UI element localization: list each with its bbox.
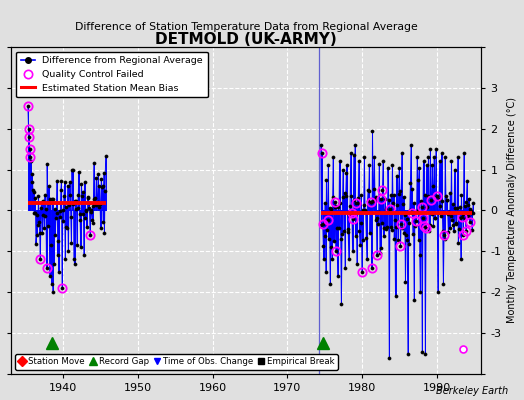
Text: Difference of Station Temperature Data from Regional Average: Difference of Station Temperature Data f…: [75, 22, 418, 32]
Y-axis label: Monthly Temperature Anomaly Difference (°C): Monthly Temperature Anomaly Difference (…: [507, 98, 517, 324]
Title: DETMOLD (UK-ARMY): DETMOLD (UK-ARMY): [155, 32, 337, 47]
Text: Berkeley Earth: Berkeley Earth: [436, 386, 508, 396]
Legend: Station Move, Record Gap, Time of Obs. Change, Empirical Break: Station Move, Record Gap, Time of Obs. C…: [15, 354, 338, 370]
